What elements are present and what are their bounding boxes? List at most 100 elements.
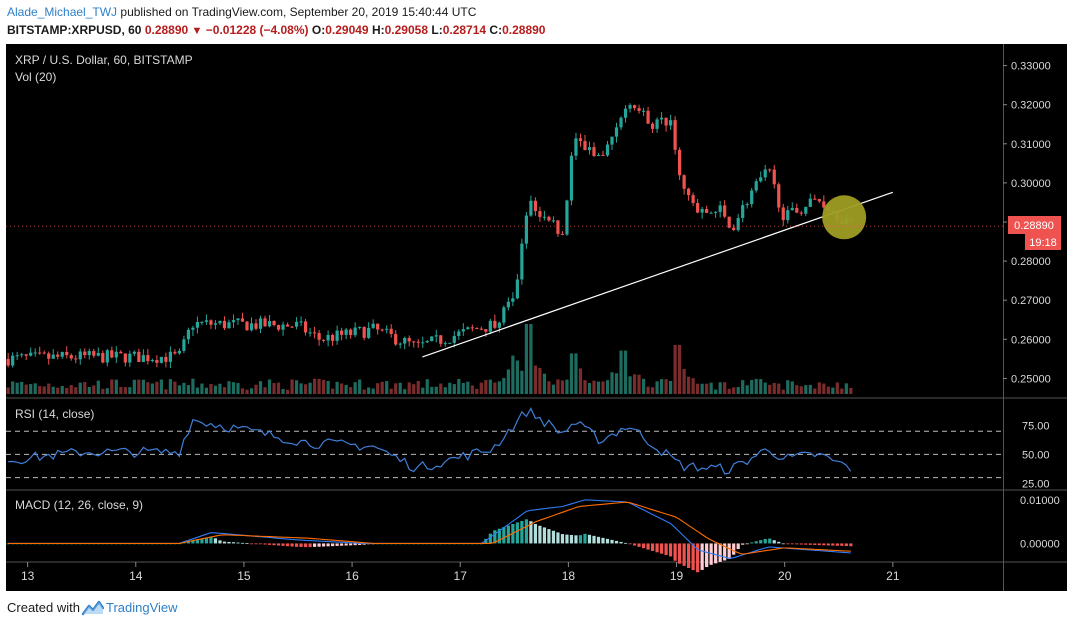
candle-body — [772, 169, 776, 185]
rsi-tick-label: 50.00 — [1022, 449, 1050, 461]
low-value: 0.28714 — [442, 23, 487, 37]
macd-histogram-bar — [759, 540, 763, 544]
macd-histogram-bar — [565, 534, 569, 544]
macd-histogram-bar — [849, 543, 853, 547]
macd-histogram-bar — [578, 535, 583, 544]
candle-body — [412, 341, 416, 343]
macd-histogram-bar — [772, 540, 776, 544]
macd-histogram-bar — [826, 543, 830, 546]
volume-bar — [272, 383, 276, 394]
candle-body — [290, 326, 294, 328]
volume-bar — [533, 365, 538, 394]
candle-body — [705, 208, 709, 213]
volume-bar — [340, 383, 344, 394]
price-tick-label: 0.26000 — [1011, 334, 1051, 346]
volume-bar — [668, 380, 673, 394]
candle-body — [141, 355, 145, 362]
volume-bar — [804, 385, 808, 394]
macd-histogram-bar — [344, 543, 348, 546]
macd-histogram-bar — [524, 519, 528, 544]
volume-bar — [83, 382, 87, 394]
macd-histogram-bar — [592, 535, 596, 544]
chart-area[interactable]: 0.330000.320000.310000.300000.290000.280… — [6, 44, 1067, 591]
macd-histogram-bar — [723, 543, 727, 561]
candle-body — [218, 320, 222, 324]
symbol-label: BITSTAMP:XRPUSD, 60 — [7, 23, 142, 37]
candle-body — [506, 301, 510, 308]
volume-bar — [605, 380, 610, 394]
tradingview-brand[interactable]: TradingView — [106, 600, 178, 615]
macd-histogram-bar — [195, 539, 200, 544]
candle-body — [308, 332, 312, 334]
volume-bar — [326, 380, 330, 394]
volume-bar — [155, 381, 159, 394]
macd-histogram-bar — [768, 538, 772, 544]
candle-body — [646, 110, 650, 124]
volume-bar — [614, 373, 619, 394]
candle-body — [421, 342, 425, 344]
candle-body — [186, 329, 191, 340]
candle-body — [619, 117, 623, 128]
volume-bar — [461, 383, 465, 394]
candle-body — [560, 233, 565, 235]
volume-bar — [308, 382, 312, 394]
candle-body — [466, 327, 470, 330]
macd-histogram-bar — [659, 543, 664, 554]
macd-histogram-bar — [804, 543, 808, 545]
time-tick-label: 18 — [562, 569, 576, 583]
volume-bar — [65, 387, 69, 394]
macd-histogram-bar — [222, 541, 227, 544]
volume-bar — [574, 353, 578, 394]
volume-bar — [33, 383, 37, 394]
macd-histogram-bar — [547, 529, 551, 544]
candle-body — [790, 208, 794, 211]
candle-body — [497, 322, 501, 328]
author-link[interactable]: Alade_Michael_TWJ — [7, 5, 118, 19]
candle-body — [177, 350, 182, 354]
candle-body — [524, 215, 528, 244]
volume-bar — [750, 379, 754, 394]
candle-body — [448, 342, 452, 344]
candle-body — [538, 211, 542, 217]
rsi-layer — [6, 407, 1003, 479]
macd-histogram-bar — [718, 543, 722, 562]
last-price-box — [1008, 216, 1061, 234]
candle-body — [20, 354, 24, 356]
candle-body — [376, 323, 380, 330]
volume-bar — [763, 382, 767, 394]
volume-bar — [691, 378, 695, 394]
candle-body — [200, 321, 204, 323]
candle-body — [236, 318, 240, 321]
volume-bar — [358, 379, 362, 394]
macd-histogram-bar — [781, 543, 785, 545]
volume-bar — [452, 384, 456, 394]
volume-bar — [849, 387, 853, 394]
volume-bar — [24, 384, 28, 394]
candle-body — [263, 318, 267, 327]
volume-bar — [506, 369, 510, 394]
candle-body — [209, 320, 213, 325]
candle-body — [227, 322, 231, 329]
price-tick-label: 0.25000 — [1011, 373, 1051, 385]
macd-histogram-bar — [790, 543, 794, 545]
volume-bar — [376, 383, 380, 394]
candle-body — [335, 330, 339, 341]
volume-bar — [641, 378, 646, 394]
tradingview-logo-icon[interactable] — [82, 599, 104, 617]
macd-histogram-bar — [655, 543, 659, 553]
candle-body — [389, 328, 393, 334]
volume-bar — [191, 378, 195, 394]
volume-bar — [596, 381, 601, 394]
volume-bar — [556, 379, 560, 394]
candle-body — [727, 216, 731, 228]
macd-histogram-bar — [673, 543, 677, 561]
price-tick-label: 0.31000 — [1011, 139, 1051, 151]
macd-histogram-bar — [317, 543, 321, 547]
volume-bar — [416, 380, 420, 394]
chart-svg[interactable]: 0.330000.320000.310000.300000.290000.280… — [6, 44, 1067, 591]
candle-body — [245, 321, 249, 331]
footer: Created with TradingView — [0, 594, 1073, 625]
open-value: 0.29049 — [325, 23, 369, 37]
volume-bar — [723, 382, 727, 394]
volume-bar — [840, 388, 844, 394]
